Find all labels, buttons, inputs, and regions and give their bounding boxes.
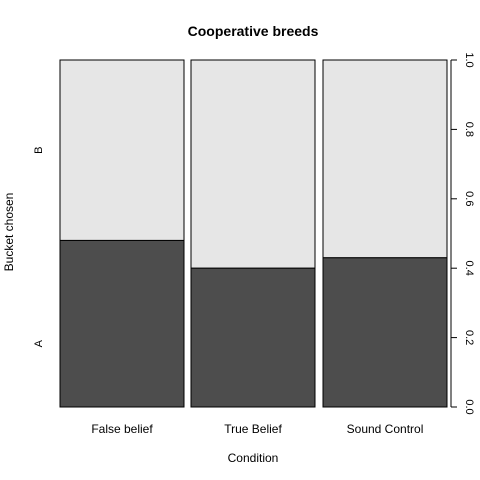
x-tick-label: True Belief	[224, 422, 282, 436]
chart-title: Cooperative breeds	[188, 23, 319, 39]
right-axis-tick-label: 1.0	[463, 52, 475, 67]
x-tick-label: False belief	[91, 422, 153, 436]
x-tick-labels: False belief True Belief Sound Control	[91, 422, 423, 436]
bar-segment-b	[322, 59, 448, 259]
bar-segment-a	[190, 267, 316, 408]
right-axis-tick-label: 0.0	[463, 399, 475, 414]
y-category-labels: AB	[33, 147, 45, 348]
bars-group	[59, 59, 448, 408]
bar-segment-a	[322, 257, 448, 408]
right-axis-tick-label: 0.8	[463, 122, 475, 137]
x-tick-label: Sound Control	[347, 422, 424, 436]
bar-segment-b	[59, 59, 185, 241]
y-category-label: B	[33, 147, 45, 154]
right-axis-tick-label: 0.2	[463, 330, 475, 345]
right-axis-tick-label: 0.4	[463, 261, 475, 276]
x-axis-label: Condition	[228, 451, 279, 465]
y-category-label: A	[33, 339, 45, 347]
right-axis: 0.0 0.2 0.4 0.6 0.8 1.0	[450, 52, 475, 415]
y-axis-label: Bucket chosen	[2, 193, 16, 272]
bar-segment-a	[59, 239, 185, 408]
bar-segment-b	[190, 59, 316, 269]
right-axis-tick-label: 0.6	[463, 191, 475, 206]
